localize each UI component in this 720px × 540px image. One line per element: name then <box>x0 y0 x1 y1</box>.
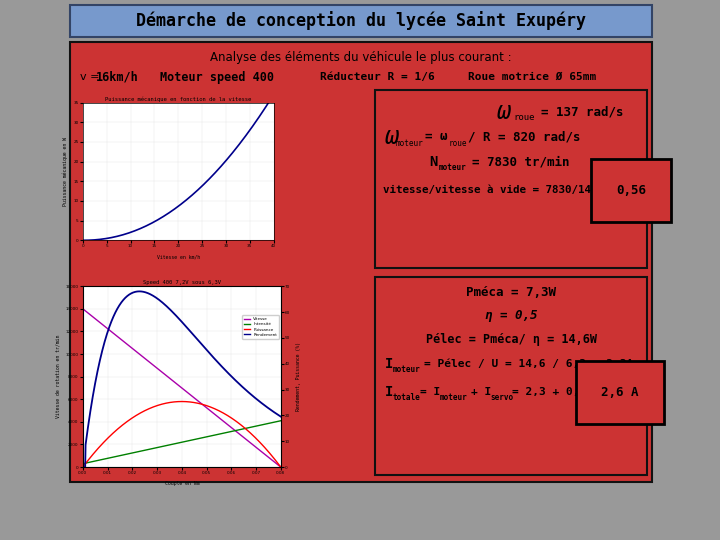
Rendement <box>174 315 183 321</box>
Line: Intensité: Intensité <box>83 421 281 464</box>
Text: ω: ω <box>497 100 511 124</box>
Vitesse <box>78 306 87 312</box>
Text: 16km/h: 16km/h <box>96 71 139 84</box>
Text: = 7830 tr/min: = 7830 tr/min <box>472 156 570 168</box>
Y-axis label: Vitesse de rotation en tr/min: Vitesse de rotation en tr/min <box>55 335 60 418</box>
Rendement <box>197 340 205 347</box>
Text: 2,6 A: 2,6 A <box>601 386 639 399</box>
Text: Réducteur R = 1/6: Réducteur R = 1/6 <box>320 72 435 82</box>
Intensité <box>174 440 182 446</box>
Intensité <box>78 461 87 467</box>
Text: moteur: moteur <box>439 164 467 172</box>
Text: = 2,3 + 0,3 =: = 2,3 + 0,3 = <box>512 387 600 397</box>
Puissance <box>186 399 194 405</box>
Puissance <box>272 458 281 465</box>
Text: η = 0,5: η = 0,5 <box>485 309 537 322</box>
Text: roue: roue <box>513 113 534 123</box>
Intensité <box>186 437 194 444</box>
Text: / R = 820 rad/s: / R = 820 rad/s <box>468 131 580 144</box>
Puissance <box>78 464 87 470</box>
Text: + I: + I <box>471 387 491 397</box>
Text: servo: servo <box>490 394 513 402</box>
Rendement <box>272 410 281 417</box>
Text: N: N <box>430 155 438 169</box>
Text: = Pélec / U = 14,6 / 6,3 = 2,3A: = Pélec / U = 14,6 / 6,3 = 2,3A <box>424 359 634 369</box>
Text: Démarche de conception du lycée Saint Exupéry: Démarche de conception du lycée Saint Ex… <box>136 11 586 30</box>
Text: totale: totale <box>393 394 420 402</box>
Rendement <box>173 314 181 320</box>
Puissance <box>173 399 181 405</box>
Bar <box>375 277 647 475</box>
Text: Moteur speed 400: Moteur speed 400 <box>160 71 274 84</box>
Bar <box>375 90 647 268</box>
X-axis label: Couple en Nm: Couple en Nm <box>165 481 199 486</box>
Text: I: I <box>385 357 393 371</box>
Title: Speed 400 7,2V sous 6,3V: Speed 400 7,2V sous 6,3V <box>143 280 221 285</box>
Puissance <box>197 401 205 407</box>
Title: Puissance mécanique en fonction de la vitesse: Puissance mécanique en fonction de la vi… <box>105 96 251 102</box>
Y-axis label: Rendement, Puissance (%): Rendement, Puissance (%) <box>296 342 301 411</box>
Text: moteur: moteur <box>393 366 420 375</box>
X-axis label: Vitesse en km/h: Vitesse en km/h <box>157 254 199 259</box>
Text: ω: ω <box>385 125 400 149</box>
Intensité <box>271 418 280 425</box>
Text: Analyse des éléments du véhicule le plus courant :: Analyse des éléments du véhicule le plus… <box>210 51 512 64</box>
Vitesse <box>240 435 249 442</box>
Rendement <box>78 464 87 470</box>
Rendement <box>186 328 194 335</box>
Legend: Vitesse, Intensité, Puissance, Rendement: Vitesse, Intensité, Puissance, Rendement <box>242 315 279 339</box>
Intensité <box>276 417 285 424</box>
Puissance <box>174 399 182 405</box>
Text: moteur: moteur <box>396 138 424 147</box>
Line: Puissance: Puissance <box>83 402 281 467</box>
Vitesse <box>271 460 280 467</box>
Text: moteur: moteur <box>440 394 468 402</box>
Vitesse <box>276 464 285 470</box>
Text: 0,56: 0,56 <box>616 184 646 197</box>
Rendement <box>276 414 285 420</box>
Y-axis label: Puissance mécanique en W: Puissance mécanique en W <box>63 137 68 206</box>
Puissance <box>276 464 285 470</box>
Text: = ω: = ω <box>425 131 448 144</box>
Text: I: I <box>385 385 393 399</box>
Text: = 137 rad/s: = 137 rad/s <box>541 105 624 118</box>
Intensité <box>197 435 205 441</box>
Text: Pméca = 7,3W: Pméca = 7,3W <box>466 287 556 300</box>
Intensité <box>173 440 181 447</box>
Text: roue: roue <box>449 138 467 147</box>
Puissance <box>241 426 250 432</box>
Intensité <box>240 426 249 432</box>
Text: vitesse/vitesse à vide = 7830/14000=: vitesse/vitesse à vide = 7830/14000= <box>383 185 617 195</box>
Text: Roue motrice Ø 65mm: Roue motrice Ø 65mm <box>468 72 596 82</box>
Vitesse <box>186 391 194 397</box>
Vitesse <box>173 381 181 387</box>
Text: v =: v = <box>80 72 103 82</box>
Puissance <box>178 399 186 405</box>
Rendement <box>241 387 250 393</box>
Text: Pélec = Pméca/ η = 14,6W: Pélec = Pméca/ η = 14,6W <box>426 334 596 347</box>
Line: Vitesse: Vitesse <box>83 309 281 467</box>
Line: Rendement: Rendement <box>83 292 281 467</box>
Bar <box>70 5 652 37</box>
Bar <box>70 42 652 482</box>
Text: = I: = I <box>420 387 440 397</box>
Vitesse <box>174 382 182 388</box>
Rendement <box>135 288 144 295</box>
Vitesse <box>197 400 205 406</box>
